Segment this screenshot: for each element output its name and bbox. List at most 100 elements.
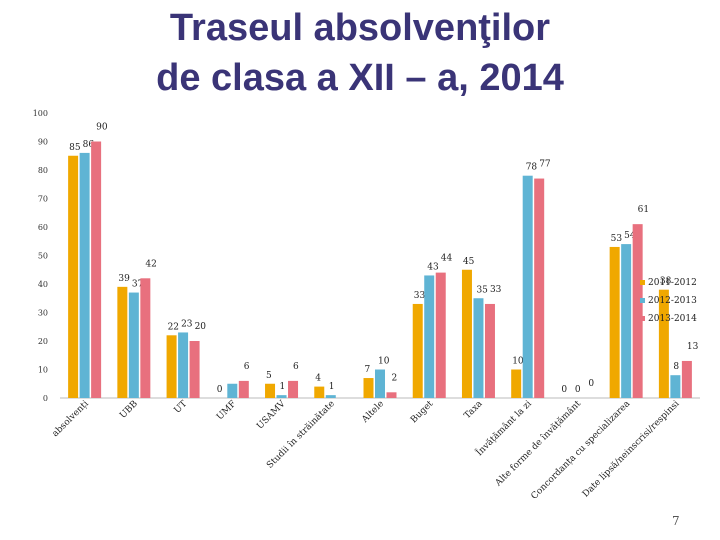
bar <box>314 386 325 398</box>
category-label: Date lipsă/neinscrisi/respinsi <box>580 398 681 499</box>
y-tick-label: 60 <box>38 223 48 232</box>
data-label: 10 <box>378 357 390 367</box>
bar <box>412 303 423 398</box>
data-label: 23 <box>181 319 193 329</box>
legend-item-2013-2014: 2013-2014 <box>640 312 697 330</box>
legend-swatch-2012-2013 <box>640 298 645 303</box>
category-label: absolvenți <box>51 399 91 439</box>
chart-legend: 2011-2012 2012-2013 2013-2014 <box>640 276 697 330</box>
bar <box>658 289 669 398</box>
category-label: Concordanța cu specializarea <box>530 399 633 502</box>
data-label: 4 <box>315 374 321 384</box>
category-label: UT <box>173 399 190 416</box>
bar <box>128 292 139 398</box>
category-label: USAMV <box>255 399 288 432</box>
data-label: 43 <box>427 262 439 272</box>
data-label: 38 <box>660 277 672 287</box>
bar <box>670 375 681 398</box>
data-label: 85 <box>69 143 81 153</box>
bar <box>424 275 435 398</box>
bar <box>117 286 128 398</box>
legend-item-2012-2013: 2012-2013 <box>640 294 697 312</box>
legend-swatch-2011-2012 <box>640 280 645 285</box>
data-label: 90 <box>96 123 108 133</box>
data-label: 53 <box>611 234 623 244</box>
bar <box>325 395 336 398</box>
y-tick-label: 50 <box>38 252 48 261</box>
legend-label: 2013-2014 <box>648 314 697 324</box>
data-label: 45 <box>463 257 475 267</box>
y-tick-label: 100 <box>33 109 48 118</box>
category-label: Taxa <box>463 399 485 421</box>
data-label: 6 <box>293 362 299 372</box>
bar <box>375 369 385 398</box>
data-label: 6 <box>244 362 250 372</box>
data-label: 1 <box>280 382 286 392</box>
data-label: 7 <box>365 365 371 375</box>
bar <box>265 383 276 398</box>
bar <box>288 380 299 398</box>
data-label: 5 <box>266 371 272 381</box>
bar <box>511 369 522 398</box>
category-label: UMF <box>215 399 238 422</box>
bar <box>79 152 90 398</box>
y-tick-label: 30 <box>38 309 48 318</box>
category-label: UBB <box>118 399 140 421</box>
data-label: 2 <box>392 373 398 383</box>
data-label: 44 <box>441 254 453 264</box>
data-label: 78 <box>526 163 538 173</box>
bar <box>91 141 102 398</box>
data-label: 42 <box>145 259 156 269</box>
page-number: 7 <box>672 514 680 528</box>
bar <box>621 244 632 398</box>
data-label: 10 <box>512 357 524 367</box>
category-label: Altele <box>360 399 387 426</box>
bar <box>140 278 151 398</box>
y-tick-label: 10 <box>38 366 48 375</box>
data-label: 35 <box>476 285 488 295</box>
legend-swatch-2013-2014 <box>640 316 645 321</box>
data-label: 13 <box>687 342 699 352</box>
bar <box>681 360 692 398</box>
y-tick-label: 20 <box>38 337 48 346</box>
bar <box>68 155 79 398</box>
data-label: 33 <box>490 285 502 295</box>
data-label: 61 <box>638 205 649 215</box>
bar <box>461 269 472 398</box>
bar <box>166 335 177 398</box>
data-label: 54 <box>624 231 636 241</box>
data-label: 33 <box>414 291 426 301</box>
bar <box>609 246 620 398</box>
data-label: 20 <box>195 322 207 332</box>
legend-label: 2011-2012 <box>648 278 697 288</box>
data-label: 0 <box>217 385 223 395</box>
bar <box>632 224 643 398</box>
bar <box>386 392 397 398</box>
bar <box>435 272 446 398</box>
bar <box>522 175 533 398</box>
data-label: 86 <box>83 140 95 150</box>
bar <box>238 380 249 398</box>
legend-item-2011-2012: 2011-2012 <box>640 276 697 294</box>
bar <box>363 378 374 398</box>
data-label: 0 <box>561 385 567 395</box>
data-label: 0 <box>575 385 581 395</box>
bar <box>473 298 484 398</box>
bar <box>534 178 545 398</box>
y-tick-label: 0 <box>43 394 48 403</box>
bar <box>178 332 189 398</box>
y-tick-label: 90 <box>38 138 48 147</box>
chart-title-line2: de clasa a XII – a, 2014 <box>156 57 564 99</box>
data-label: 0 <box>588 379 594 389</box>
legend-label: 2012-2013 <box>648 296 697 306</box>
data-label: 8 <box>673 362 679 372</box>
data-label: 22 <box>168 322 179 332</box>
y-tick-label: 40 <box>38 280 48 289</box>
y-tick-label: 70 <box>38 195 48 204</box>
bar <box>484 303 495 398</box>
chart-title-line1: Traseul absolvenţilor <box>169 7 551 49</box>
bar <box>227 383 238 398</box>
category-label: Buget <box>409 399 436 426</box>
y-tick-label: 80 <box>38 166 48 175</box>
